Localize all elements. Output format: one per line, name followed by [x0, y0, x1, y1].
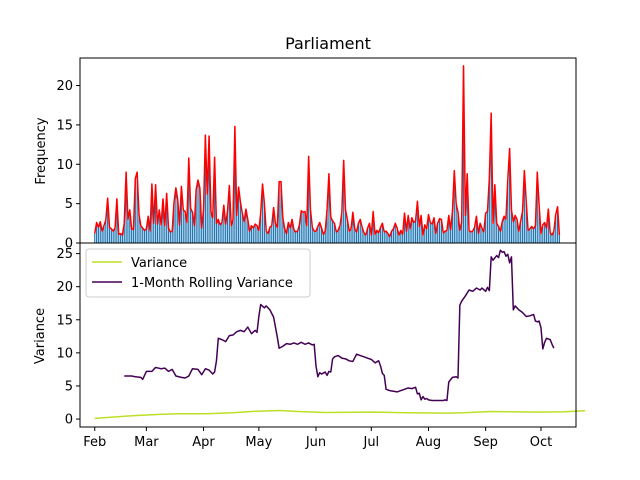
frequency-y-tick-label: 0: [65, 237, 73, 252]
x-tick-label: Mar: [134, 435, 159, 450]
variance-y-tick-label: 0: [65, 413, 73, 428]
legend-box: [85, 248, 311, 298]
variance-y-tick-label: 20: [56, 280, 73, 295]
frequency-panel: 0 5 10 15 20 Frequency: [34, 57, 577, 252]
frequency-plot-area: [94, 65, 561, 243]
legend: Variance 1-Month Rolling Variance: [85, 248, 311, 298]
variance-axes-frame: [79, 242, 577, 428]
x-tick-label: Jun: [305, 435, 326, 450]
legend-label-rolling-variance: 1-Month Rolling Variance: [131, 276, 293, 291]
variance-line: [94, 409, 586, 420]
frequency-y-tick-label: 5: [65, 197, 73, 212]
frequency-y-tick-label: 20: [56, 79, 73, 94]
variance-y-tick-label: 10: [56, 346, 73, 361]
variance-panel: 0 5 10 15 20 25 Feb Mar Apr May Jun Jul Aug Sep Oct V…: [33, 242, 586, 450]
x-tick-label: Feb: [83, 435, 106, 450]
chart-title: Parliament: [285, 34, 371, 53]
variance-y-tick-label: 5: [65, 379, 73, 394]
legend-label-variance: Variance: [131, 256, 187, 271]
variance-y-tick-label: 25: [56, 247, 73, 262]
variance-y-tick-label: 15: [56, 313, 73, 328]
variance-x-ticks: Feb Mar Apr May Jun Jul Aug Sep Oct: [83, 427, 552, 450]
frequency-line: [94, 65, 561, 238]
variance-plot-area: [94, 249, 586, 420]
x-tick-label: Sep: [473, 435, 498, 450]
frequency-y-tick-label: 15: [56, 118, 73, 133]
x-tick-label: May: [245, 435, 272, 450]
frequency-axis-title: Frequency: [34, 117, 49, 184]
frequency-y-ticks: 0 5 10 15 20: [56, 79, 80, 252]
rolling-variance-line: [124, 249, 555, 402]
x-tick-label: Aug: [416, 435, 441, 450]
variance-axis-title: Variance: [33, 308, 48, 364]
x-tick-label: Apr: [192, 435, 215, 450]
variance-y-ticks: 0 5 10 15 20 25: [56, 247, 80, 428]
x-tick-label: Jul: [362, 435, 379, 450]
x-tick-label: Oct: [530, 435, 552, 450]
frequency-y-tick-label: 10: [56, 158, 73, 173]
